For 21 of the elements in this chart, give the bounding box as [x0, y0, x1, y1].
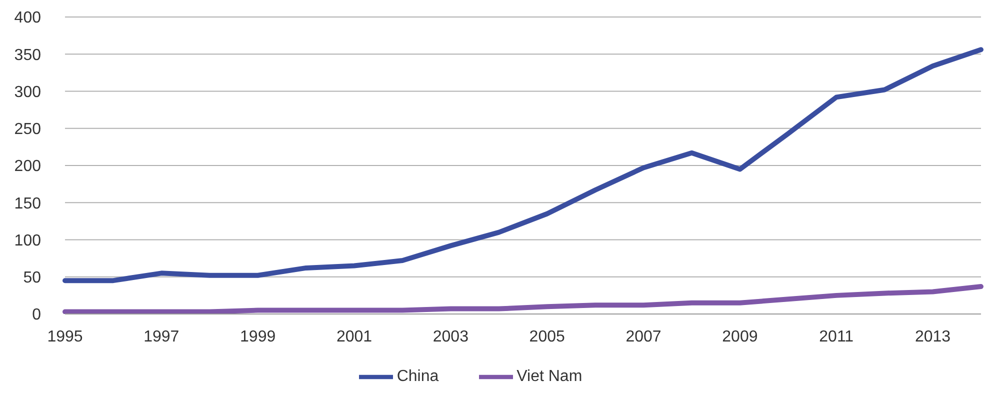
legend-label: China	[396, 368, 439, 386]
y-tick-label: 50	[23, 270, 42, 287]
x-tick-label: 1997	[144, 328, 180, 346]
y-tick-label: 350	[14, 46, 42, 64]
x-tick-label: 2001	[336, 328, 372, 346]
y-tick-label: 200	[14, 158, 42, 176]
x-tick-label: 2009	[722, 328, 758, 346]
x-tick-label: 2011	[819, 328, 854, 346]
y-tick-label: 300	[14, 84, 42, 101]
legend-label: Viet Nam	[516, 368, 582, 386]
y-tick-label: 250	[14, 121, 42, 138]
y-tick-label: 0	[32, 306, 42, 324]
y-tick-label: 150	[14, 195, 42, 212]
y-tick-label: 400	[14, 10, 42, 27]
x-tick-label: 1999	[240, 328, 276, 346]
x-tick-label: 2013	[914, 328, 951, 346]
x-tick-label: 2003	[432, 328, 469, 346]
x-tick-label: 1995	[47, 328, 83, 346]
x-tick-label: 2007	[626, 328, 662, 346]
y-tick-label: 100	[14, 232, 42, 250]
x-tick-label: 2005	[529, 328, 566, 346]
